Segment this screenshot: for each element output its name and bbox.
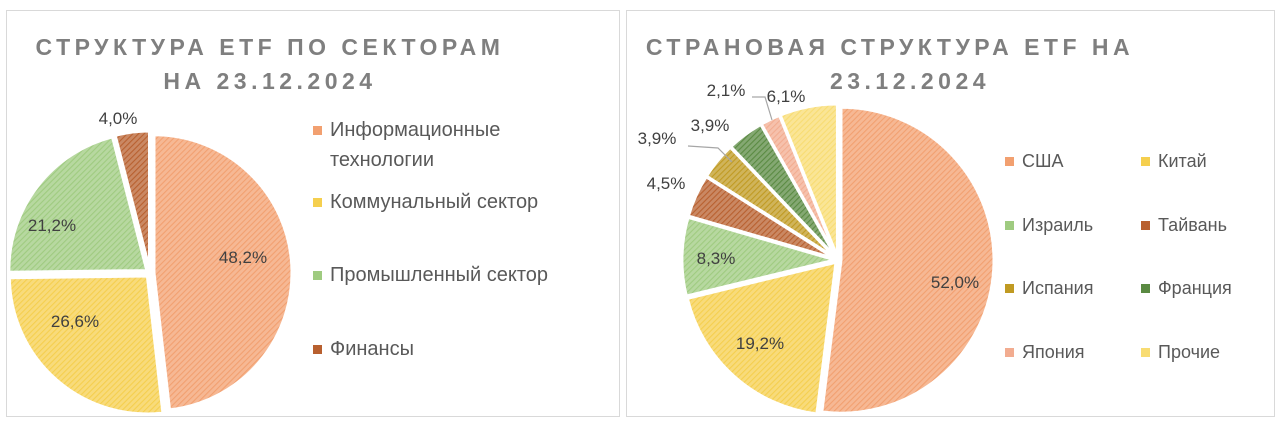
sector-data-label: 4,0% — [99, 109, 138, 128]
legend-label: Израиль — [1022, 215, 1094, 235]
legend-label: Тайвань — [1158, 215, 1227, 235]
legend-label: Промышленный сектор — [330, 264, 549, 286]
legend-item: Информационные технологии — [313, 115, 513, 175]
legend-item: Франция — [1141, 273, 1232, 303]
legend-label: Китай — [1158, 151, 1207, 171]
sector-title-line-2: НА 23.12.2024 — [163, 68, 377, 94]
sector-data-label: 48,2% — [219, 248, 267, 267]
country-data-label: 6,1% — [767, 87, 806, 106]
legend-item: Израиль — [1005, 210, 1093, 240]
legend-swatch-icon — [1141, 284, 1150, 293]
legend-item: Промышленный сектор — [313, 260, 548, 290]
legend-label: Франция — [1158, 278, 1232, 298]
country-data-label: 2,1% — [707, 81, 746, 100]
sector-chart-title: СТРУКТУРА ETF ПО СЕКТОРАМ НА 23.12.2024 — [20, 30, 520, 98]
sector-data-label: 21,2% — [28, 216, 76, 235]
country-title-line-1: СТРАНОВАЯ СТРУКТУРА ETF НА — [645, 34, 1135, 60]
country-data-label: 19,2% — [736, 334, 784, 353]
country-data-label: 3,9% — [638, 129, 677, 148]
legend-label: Финансы — [330, 338, 414, 360]
legend-label: Япония — [1022, 342, 1085, 362]
legend-swatch-icon — [313, 198, 322, 207]
country-slice-7 — [778, 102, 839, 258]
legend-item: Тайвань — [1141, 210, 1227, 240]
country-leader-line-1 — [752, 96, 773, 121]
country-slice-1 — [685, 260, 838, 416]
legend-item: Япония — [1005, 337, 1085, 367]
legend-swatch-icon — [1141, 348, 1150, 357]
legend-label: Испания — [1022, 278, 1094, 298]
country-data-label: 3,9% — [691, 116, 730, 135]
legend-item: США — [1005, 146, 1064, 176]
legend-swatch-icon — [313, 126, 322, 135]
legend-item: Прочие — [1141, 337, 1220, 367]
legend-item: Испания — [1005, 273, 1093, 303]
sector-slice-3 — [113, 129, 151, 270]
legend-label: Коммунальный сектор — [330, 191, 539, 213]
legend-swatch-icon — [1141, 157, 1150, 166]
sector-slice-1 — [7, 274, 165, 416]
legend-item: Финансы — [313, 334, 414, 364]
legend-label: Прочие — [1158, 342, 1221, 362]
legend-swatch-icon — [1005, 221, 1014, 230]
sector-data-label: 26,6% — [51, 312, 99, 331]
legend-swatch-icon — [1005, 157, 1014, 166]
sector-slice-0 — [152, 133, 294, 412]
country-data-label: 52,0% — [931, 273, 979, 292]
legend-label: Информационные технологии — [330, 119, 501, 171]
legend-swatch-icon — [1005, 284, 1014, 293]
country-slice-0 — [820, 105, 996, 415]
legend-swatch-icon — [313, 345, 322, 354]
legend-item: Китай — [1141, 146, 1207, 176]
legend-swatch-icon — [313, 271, 322, 280]
sector-title-line-1: СТРУКТУРА ETF ПО СЕКТОРАМ — [35, 34, 505, 60]
country-title-line-2: 23.12.2024 — [829, 68, 991, 94]
country-data-label: 4,5% — [647, 174, 686, 193]
country-data-label: 8,3% — [697, 249, 736, 268]
legend-swatch-icon — [1141, 221, 1150, 230]
country-chart-title: СТРАНОВАЯ СТРУКТУРА ETF НА 23.12.2024 — [640, 30, 1140, 98]
sector-slice-2 — [7, 135, 149, 274]
legend-swatch-icon — [1005, 348, 1014, 357]
legend-item: Коммунальный сектор — [313, 187, 538, 217]
legend-label: США — [1022, 151, 1064, 171]
country-leader-line-0 — [687, 145, 733, 163]
